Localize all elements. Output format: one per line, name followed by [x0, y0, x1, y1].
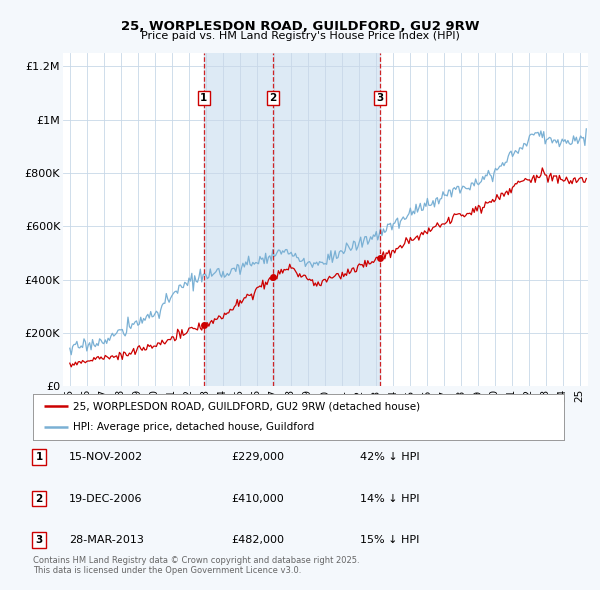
Text: Price paid vs. HM Land Registry's House Price Index (HPI): Price paid vs. HM Land Registry's House …	[140, 31, 460, 41]
Text: HPI: Average price, detached house, Guildford: HPI: Average price, detached house, Guil…	[73, 422, 314, 432]
Text: Contains HM Land Registry data © Crown copyright and database right 2025.
This d: Contains HM Land Registry data © Crown c…	[33, 556, 359, 575]
Text: 42% ↓ HPI: 42% ↓ HPI	[360, 453, 419, 462]
Text: 28-MAR-2013: 28-MAR-2013	[69, 535, 144, 545]
Text: 25, WORPLESDON ROAD, GUILDFORD, GU2 9RW: 25, WORPLESDON ROAD, GUILDFORD, GU2 9RW	[121, 20, 479, 33]
Text: 1: 1	[200, 93, 208, 103]
Text: 15-NOV-2002: 15-NOV-2002	[69, 453, 143, 462]
Text: 3: 3	[35, 535, 43, 545]
Text: £482,000: £482,000	[231, 535, 284, 545]
Text: 2: 2	[269, 93, 277, 103]
Text: 19-DEC-2006: 19-DEC-2006	[69, 494, 143, 503]
Bar	[273, 53, 380, 386]
Text: 1: 1	[35, 453, 43, 462]
Text: £229,000: £229,000	[231, 453, 284, 462]
Text: 3: 3	[376, 93, 383, 103]
Text: 2: 2	[35, 494, 43, 503]
Text: £410,000: £410,000	[231, 494, 284, 503]
Text: 25, WORPLESDON ROAD, GUILDFORD, GU2 9RW (detached house): 25, WORPLESDON ROAD, GUILDFORD, GU2 9RW …	[73, 401, 420, 411]
Text: 15% ↓ HPI: 15% ↓ HPI	[360, 535, 419, 545]
Text: 14% ↓ HPI: 14% ↓ HPI	[360, 494, 419, 503]
Bar	[203, 53, 273, 386]
